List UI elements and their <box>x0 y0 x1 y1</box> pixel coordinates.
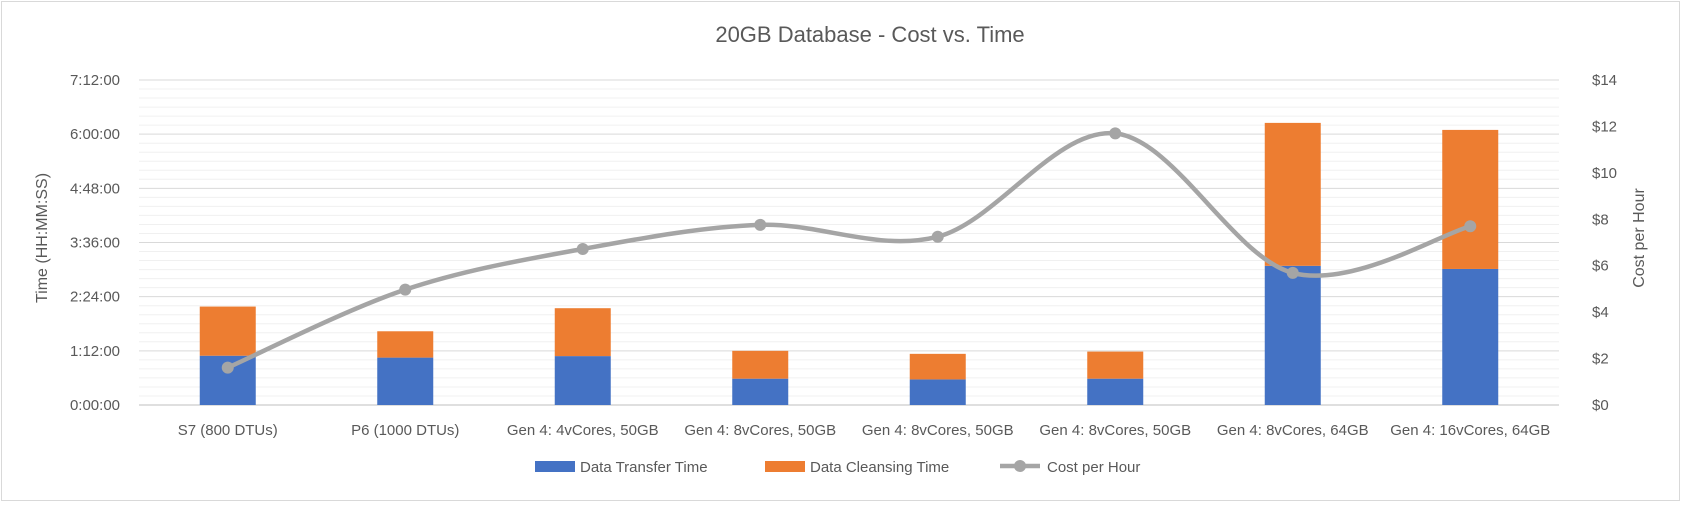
legend-swatch <box>535 461 575 472</box>
bar-data-cleansing <box>909 353 966 380</box>
bar-data-cleansing <box>732 350 789 379</box>
minor-gridlines <box>139 88 1559 397</box>
x-tick-label: P6 (1000 DTUs) <box>351 422 459 439</box>
x-tick-label: Gen 4: 8vCores, 50GB <box>1039 422 1191 439</box>
y-tick-label: 7:12:00 <box>70 72 120 89</box>
y2-tick-label: $12 <box>1592 118 1617 135</box>
x-tick-label: Gen 4: 16vCores, 64GB <box>1390 422 1550 439</box>
major-gridlines <box>139 79 1559 406</box>
legend-label: Data Cleansing Time <box>810 459 949 476</box>
y2-tick-label: $4 <box>1592 304 1609 321</box>
legend-marker <box>1014 460 1026 472</box>
y-tick-label: 2:24:00 <box>70 289 120 306</box>
cost-point <box>576 243 589 255</box>
x-tick-label: Gen 4: 8vCores, 64GB <box>1217 422 1369 439</box>
legend-label: Data Transfer Time <box>580 459 708 476</box>
y-tick-label: 4:48:00 <box>70 180 120 197</box>
y-axis-title: Time (HH:MM:SS) <box>34 173 51 303</box>
bar-data-cleansing <box>554 308 611 357</box>
cost-line <box>221 127 1477 374</box>
bar-data-transfer <box>732 378 789 405</box>
bar-data-transfer <box>1442 268 1499 405</box>
chart-title: 20GB Database - Cost vs. Time <box>715 22 1024 47</box>
bar-data-cleansing <box>1087 351 1144 379</box>
cost-point <box>399 283 412 296</box>
y2-tick-label: $8 <box>1592 211 1609 228</box>
legend-swatch <box>765 461 805 472</box>
cost-point <box>1464 220 1477 233</box>
y-tick-label: 3:36:00 <box>70 235 120 252</box>
cost-point <box>1286 266 1299 279</box>
y2-tick-label: $6 <box>1592 258 1609 275</box>
legend-label: Cost per Hour <box>1047 459 1140 476</box>
x-tick-label: S7 (800 DTUs) <box>178 422 278 439</box>
x-tick-label: Gen 4: 8vCores, 50GB <box>862 422 1014 439</box>
bar-data-cleansing <box>1264 122 1321 266</box>
bar-data-transfer <box>554 356 611 405</box>
bar-data-cleansing <box>377 331 434 358</box>
y-tick-label: 1:12:00 <box>70 343 120 360</box>
y-tick-label: 0:00:00 <box>70 397 120 414</box>
cost-point <box>1109 127 1122 140</box>
legend: Data Transfer Time Data Cleansing Time Cos… <box>535 459 1140 476</box>
y2-tick-label: $0 <box>1592 397 1609 414</box>
x-axis-tick-labels: S7 (800 DTUs) P6 (1000 DTUs) Gen 4: 4vCore… <box>178 422 1551 439</box>
bars <box>199 122 1499 405</box>
y2-tick-label: $10 <box>1592 165 1617 182</box>
y-axis-tick-labels: 0:00:00 1:12:00 2:24:00 3:36:00 4:48:00 6:00:… <box>70 72 120 414</box>
cost-line-path <box>225 131 1473 370</box>
x-tick-label: Gen 4: 4vCores, 50GB <box>507 422 659 439</box>
y-tick-label: 6:00:00 <box>70 126 120 143</box>
bar-data-transfer <box>909 379 966 405</box>
bar-data-transfer <box>377 357 434 405</box>
bar-data-cleansing <box>1442 129 1499 269</box>
cost-point <box>754 218 767 231</box>
cost-point <box>931 230 944 243</box>
y2-tick-label: $2 <box>1592 351 1609 368</box>
bar-data-transfer <box>1264 265 1321 405</box>
bar-data-transfer <box>1087 378 1144 405</box>
y2-tick-label: $14 <box>1592 72 1617 89</box>
x-tick-label: Gen 4: 8vCores, 50GB <box>684 422 836 439</box>
bar-data-cleansing <box>199 306 256 356</box>
y2-axis-tick-labels: $0 $2 $4 $6 $8 $10 $12 $14 <box>1592 72 1617 414</box>
cost-point <box>221 361 234 374</box>
y2-axis-title: Cost per Hour <box>1631 188 1648 288</box>
